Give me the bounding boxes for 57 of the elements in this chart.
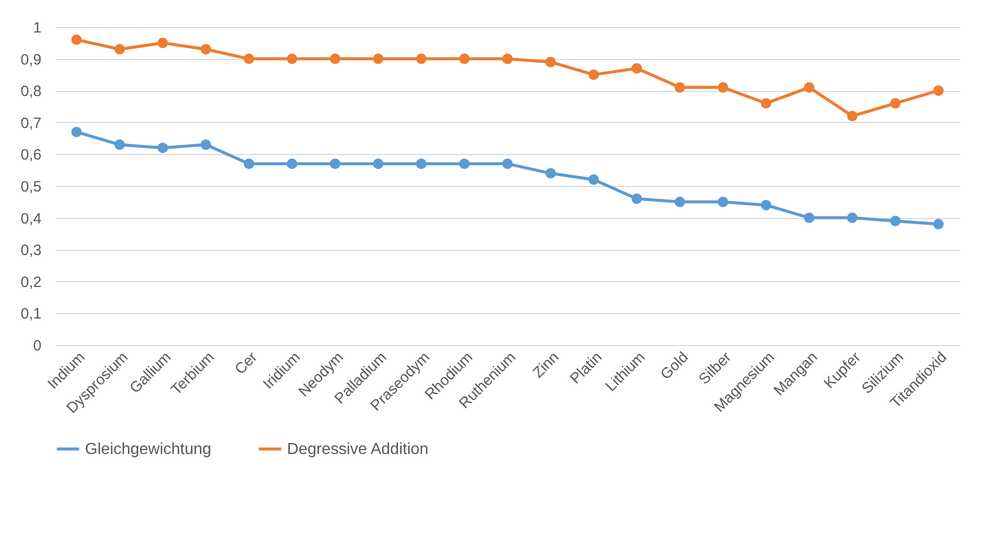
point: [244, 54, 254, 64]
point: [718, 82, 728, 93]
y-tick-label: 0,4: [20, 210, 42, 228]
point: [330, 54, 340, 64]
legend-label: Gleichgewichtung: [85, 441, 212, 458]
point: [200, 139, 212, 150]
point: [545, 56, 556, 68]
y-tick-label: 0,1: [20, 306, 42, 323]
point: [286, 158, 298, 169]
point: [804, 212, 814, 224]
point: [760, 200, 772, 210]
point: [372, 158, 384, 169]
y-tick-label: 0: [33, 338, 42, 354]
point: [933, 218, 944, 230]
point: [200, 44, 212, 54]
point: [416, 54, 427, 64]
legend-label: Degressive Addition: [287, 441, 428, 458]
point: [632, 193, 642, 204]
y-tick-label: 0,7: [20, 114, 42, 132]
point: [890, 216, 901, 226]
point: [416, 158, 427, 169]
point: [502, 54, 513, 64]
point: [244, 158, 254, 169]
point: [718, 196, 728, 208]
x-tick-label: Cer: [232, 348, 261, 378]
y-tick-label: 0,2: [20, 274, 42, 291]
point: [114, 44, 125, 54]
point: [330, 158, 340, 169]
point: [71, 126, 82, 138]
point: [502, 158, 513, 169]
point: [71, 34, 82, 45]
point: [588, 69, 599, 80]
point: [632, 63, 642, 74]
point: [114, 139, 125, 150]
y-tick-label: 0,6: [20, 146, 42, 164]
y-tick-label: 0,3: [20, 242, 42, 260]
y-tick-label: 1: [33, 20, 42, 36]
point: [847, 212, 858, 224]
y-tick-label: 0,8: [20, 83, 42, 100]
y-tick-label: 0,5: [20, 178, 42, 196]
point: [933, 85, 944, 96]
point: [847, 110, 858, 122]
point: [459, 158, 470, 169]
point: [760, 98, 772, 109]
point: [890, 98, 901, 109]
point: [286, 54, 298, 64]
point: [674, 196, 686, 208]
point: [545, 168, 556, 179]
point: [459, 54, 470, 64]
y-tick-label: 0,9: [20, 51, 42, 68]
point: [588, 174, 599, 185]
point: [674, 82, 686, 93]
x-tick-label: Zinn: [530, 348, 562, 382]
point: [804, 82, 814, 93]
point: [157, 38, 168, 48]
point: [157, 142, 168, 154]
point: [372, 54, 384, 64]
